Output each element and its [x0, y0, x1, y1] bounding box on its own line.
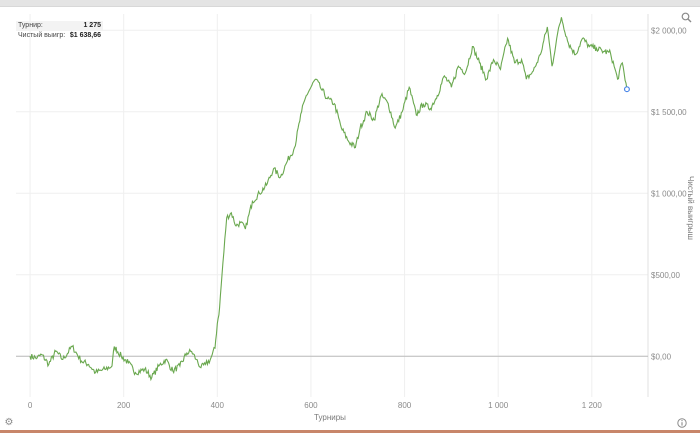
info-value: 1 275 — [83, 22, 101, 29]
x-tick-label: 1 200 — [582, 401, 603, 410]
x-tick-label: 0 — [28, 401, 33, 410]
x-tick-label: 400 — [211, 401, 225, 410]
y-tick-label: $500,00 — [651, 271, 680, 280]
y-tick-label: $2 000,00 — [651, 26, 687, 35]
info-row-tournament: Турнир: 1 275 — [16, 21, 103, 31]
y-tick-label: $0,00 — [651, 352, 672, 361]
x-tick-label: 1 000 — [488, 401, 509, 410]
y-axis-ticks: $0,00 $500,00 $1 000,00 $1 500,00 $2 000,00 — [651, 26, 687, 361]
x-axis-ticks: 0 200 400 600 800 1 000 1 200 — [28, 401, 603, 410]
magnifier-icon[interactable] — [680, 11, 692, 23]
tooltip-info-box: Турнир: 1 275 Чистый выигр: $1 638,66 — [16, 21, 103, 43]
y-tick-label: $1 500,00 — [651, 108, 687, 117]
top-bar — [0, 0, 700, 7]
x-tick-label: 600 — [304, 401, 318, 410]
x-tick-label: 200 — [117, 401, 131, 410]
bottom-bar — [0, 430, 700, 433]
info-label: Турнир: — [18, 22, 43, 29]
y-tick-label: $1 000,00 — [651, 189, 687, 198]
info-label: Чистый выигр: — [18, 32, 66, 39]
y-axis-title: Чистый выигрыш — [686, 176, 695, 240]
info-value: $1 638,66 — [69, 32, 101, 39]
grid — [16, 14, 649, 397]
info-row-net-win: Чистый выигр: $1 638,66 — [16, 31, 103, 41]
last-point-marker[interactable] — [623, 86, 630, 93]
series-line — [29, 17, 628, 382]
x-axis-title: Турниры — [314, 413, 346, 422]
x-tick-label: 800 — [398, 401, 412, 410]
gear-icon[interactable]: ⚙ — [4, 417, 14, 428]
info-icon[interactable] — [676, 417, 688, 429]
